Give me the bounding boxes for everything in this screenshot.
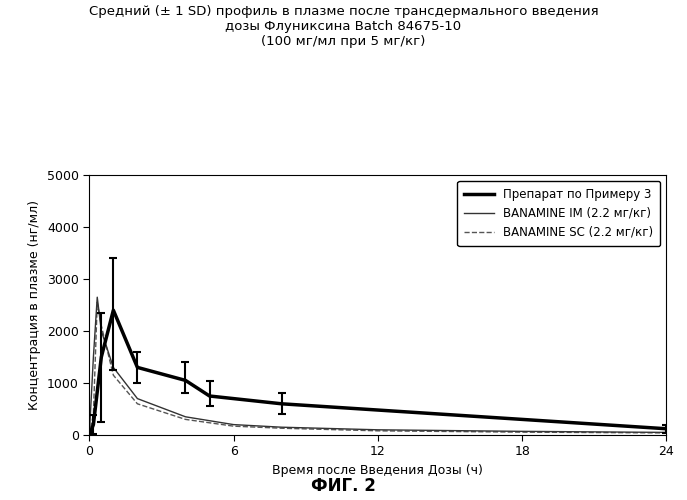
Legend: Препарат по Примеру 3, BANAMINE IM (2.2 мг/кг), BANAMINE SC (2.2 мг/кг): Препарат по Примеру 3, BANAMINE IM (2.2 … xyxy=(458,181,660,246)
Text: ФИГ. 2: ФИГ. 2 xyxy=(311,477,376,495)
X-axis label: Время после Введения Дозы (ч): Время после Введения Дозы (ч) xyxy=(273,464,483,477)
Y-axis label: Концентрация в плазме (нг/мл): Концентрация в плазме (нг/мл) xyxy=(28,200,41,410)
Text: Средний (± 1 SD) профиль в плазме после трансдермального введения
дозы Флуниксин: Средний (± 1 SD) профиль в плазме после … xyxy=(89,5,598,48)
